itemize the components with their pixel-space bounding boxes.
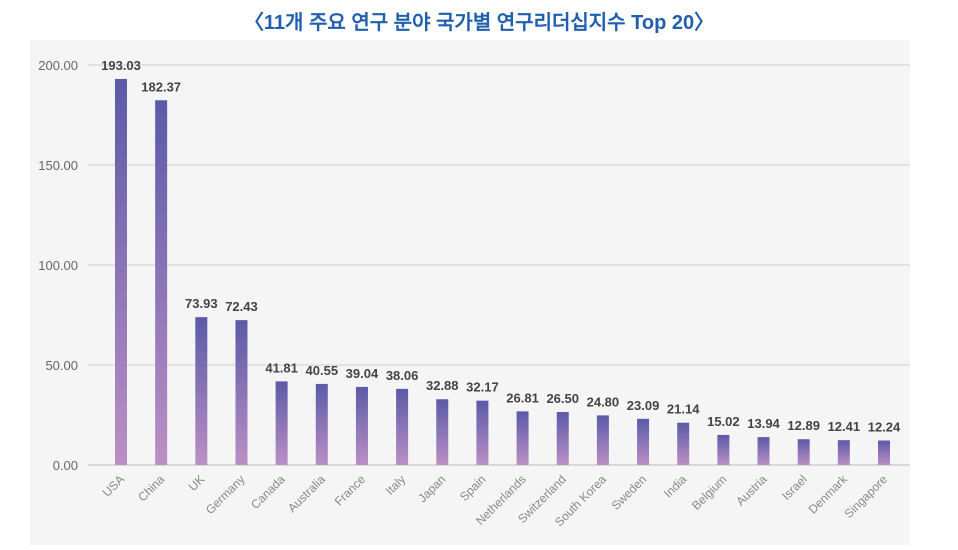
bar-belgium [717, 434, 730, 465]
data-label: 32.88 [426, 378, 459, 393]
data-label: 38.06 [386, 368, 419, 383]
bar-france [355, 386, 368, 465]
bar-israel [797, 439, 810, 465]
bar-china [155, 100, 168, 465]
y-tick-label: 50.00 [45, 358, 78, 373]
data-label: 21.14 [667, 402, 700, 417]
data-label: 193.03 [101, 58, 141, 73]
y-tick-label: 200.00 [38, 58, 78, 73]
data-label: 26.81 [506, 390, 539, 405]
data-label: 39.04 [346, 366, 379, 381]
data-label: 23.09 [627, 398, 660, 413]
bar-denmark [837, 440, 850, 465]
data-label: 12.89 [787, 418, 820, 433]
y-tick-label: 100.00 [38, 258, 78, 273]
data-label: 12.24 [868, 420, 901, 435]
bar-canada [275, 381, 288, 465]
data-label: 32.17 [466, 380, 499, 395]
bar-spain [476, 400, 489, 465]
bar-italy [396, 388, 409, 465]
bar-singapore [878, 440, 890, 465]
bar-switzerland [556, 412, 569, 465]
data-label: 72.43 [225, 299, 258, 314]
data-label: 73.93 [185, 296, 218, 311]
y-tick-label: 150.00 [38, 158, 78, 173]
data-label: 182.37 [141, 79, 181, 94]
data-label: 15.02 [707, 414, 740, 429]
chart-title: 〈11개 주요 연구 분야 국가별 연구리더십지수 Top 20〉 [243, 12, 715, 34]
bar-india [677, 422, 690, 465]
bar-south-korea [596, 415, 609, 465]
bar-austria [757, 437, 770, 465]
data-label: 40.55 [306, 363, 339, 378]
data-label: 13.94 [747, 416, 780, 431]
bar-netherlands [516, 411, 529, 465]
bar-germany [235, 320, 248, 465]
bar-uk [195, 317, 208, 465]
bar-usa [115, 78, 127, 465]
data-label: 26.50 [546, 391, 579, 406]
bar-australia [315, 383, 328, 465]
data-label: 24.80 [587, 394, 620, 409]
bar-japan [436, 399, 449, 465]
data-label: 12.41 [828, 419, 861, 434]
y-tick-label: 0.00 [53, 458, 78, 473]
bar-sweden [637, 418, 650, 465]
data-label: 41.81 [265, 360, 298, 375]
